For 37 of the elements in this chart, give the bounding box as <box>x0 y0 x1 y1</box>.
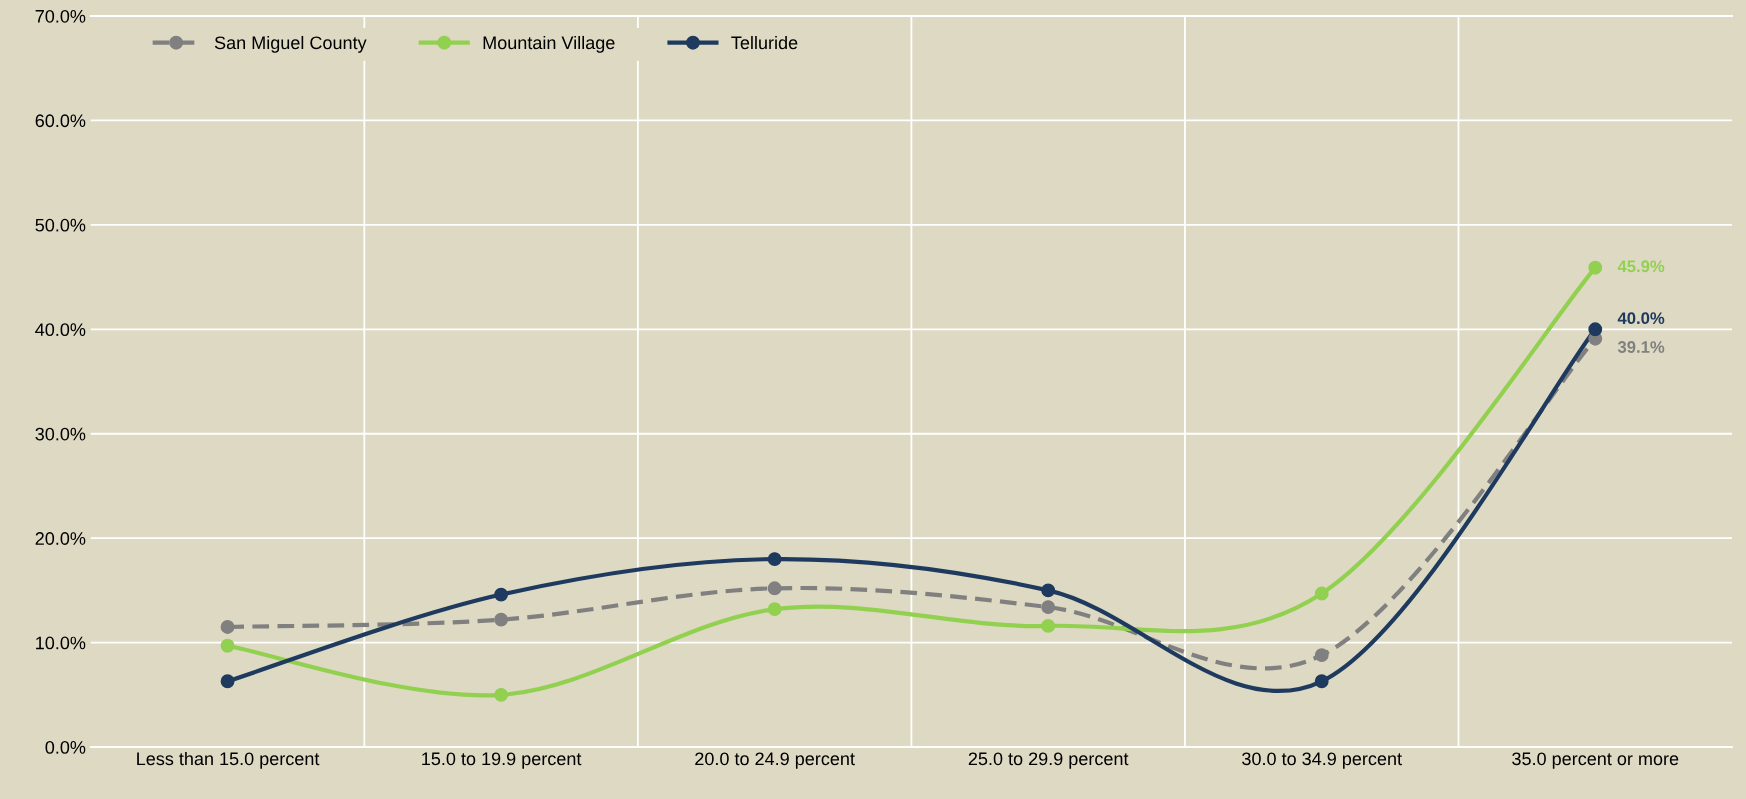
point <box>494 587 509 602</box>
x-tick-label: Less than 15.0 percent <box>137 751 320 769</box>
legend-label: Telluride <box>731 35 798 50</box>
point <box>220 638 235 653</box>
legend-label: San Miguel County <box>214 35 367 53</box>
y-tick-label: 40.0% <box>35 323 86 337</box>
x-tick-label: 15.0 to 19.9 percent <box>422 752 582 769</box>
point <box>767 552 782 567</box>
point <box>767 602 782 617</box>
point <box>767 581 782 596</box>
y-tick-label: 60.0% <box>35 114 86 128</box>
point <box>1314 674 1329 689</box>
y-tick-label: 20.0% <box>35 532 86 545</box>
y-tick-label: 0.0% <box>45 741 86 754</box>
point <box>494 687 509 702</box>
point <box>1314 648 1329 663</box>
point <box>1041 618 1056 633</box>
point <box>1588 322 1603 337</box>
point <box>220 620 235 634</box>
point <box>494 612 509 627</box>
data-label: 39.1% <box>1617 341 1665 353</box>
data-label: 40.0% <box>1617 312 1665 325</box>
x-tick-label: 30.0 to 34.9 percent <box>1242 752 1402 769</box>
y-tick-label: 10.0% <box>36 636 86 650</box>
y-tick-label: 50.0% <box>35 218 86 232</box>
data-label: 45.9% <box>1617 260 1665 273</box>
point <box>1314 586 1329 601</box>
y-tick-label: 30.0% <box>35 427 86 441</box>
x-tick-label: 35.0 percent or more <box>1512 752 1679 769</box>
point <box>220 674 235 689</box>
x-tick-label: 25.0 to 29.9 percent <box>968 752 1129 769</box>
y-tick-label: 70.0% <box>35 9 86 23</box>
legend-label: Mountain Village <box>483 35 615 53</box>
point <box>1041 583 1056 598</box>
point <box>1588 260 1603 275</box>
point <box>1041 600 1056 615</box>
x-tick-label: 20.0 to 24.9 percent <box>695 752 855 769</box>
